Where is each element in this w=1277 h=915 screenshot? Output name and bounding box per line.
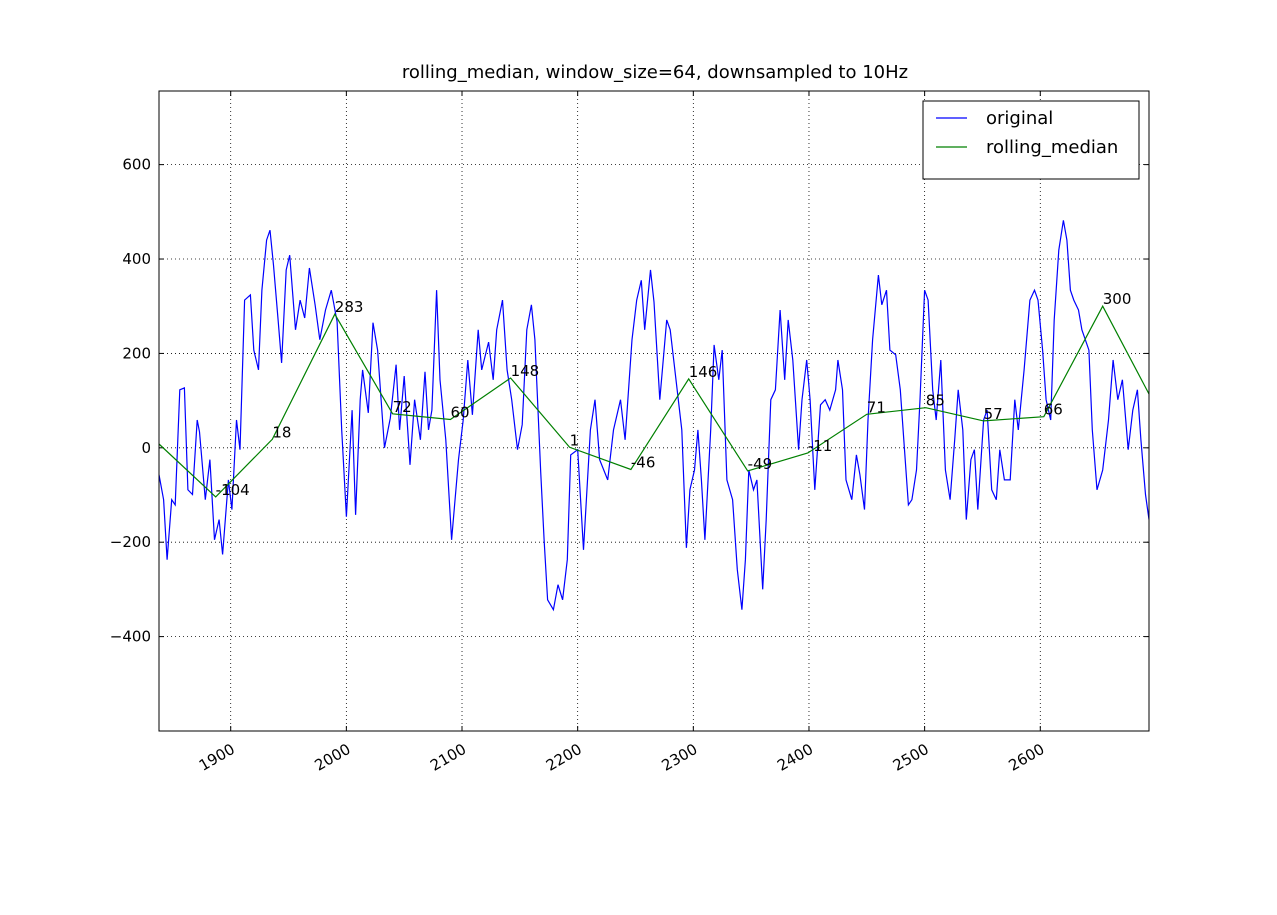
- chart-title: rolling_median, window_size=64, downsamp…: [402, 62, 908, 83]
- data-label: 72: [393, 398, 412, 416]
- legend-label: original: [986, 108, 1053, 129]
- data-label: 146: [689, 363, 718, 381]
- data-label: 85: [926, 392, 945, 410]
- data-label: -11: [808, 437, 833, 455]
- data-label: -104: [216, 481, 250, 499]
- data-label: 300: [1103, 290, 1132, 308]
- data-label: 60: [450, 403, 469, 421]
- y-tick-label: −200: [110, 533, 151, 551]
- y-tick-label: 400: [122, 250, 151, 268]
- y-tick-label: 600: [122, 156, 151, 174]
- plot-area: [159, 220, 1149, 612]
- data-label: 148: [511, 362, 540, 380]
- y-tick-label: 0: [141, 439, 151, 457]
- legend-box: [922, 100, 1140, 180]
- data-label: 71: [867, 398, 886, 416]
- data-label: 66: [1044, 401, 1063, 419]
- data-label: 1: [570, 431, 580, 449]
- data-label: 18: [272, 423, 291, 441]
- series-line: [159, 304, 1149, 498]
- plot-frame: [158, 90, 1150, 732]
- legend-label: rolling_median: [986, 137, 1118, 158]
- data-label: -46: [631, 454, 656, 472]
- y-tick-label: −400: [110, 628, 151, 646]
- y-tick-label: 200: [122, 344, 151, 362]
- data-label: 283: [335, 298, 364, 316]
- series-line: [159, 220, 1149, 612]
- data-label: 57: [984, 405, 1003, 423]
- data-label: -49: [748, 455, 773, 473]
